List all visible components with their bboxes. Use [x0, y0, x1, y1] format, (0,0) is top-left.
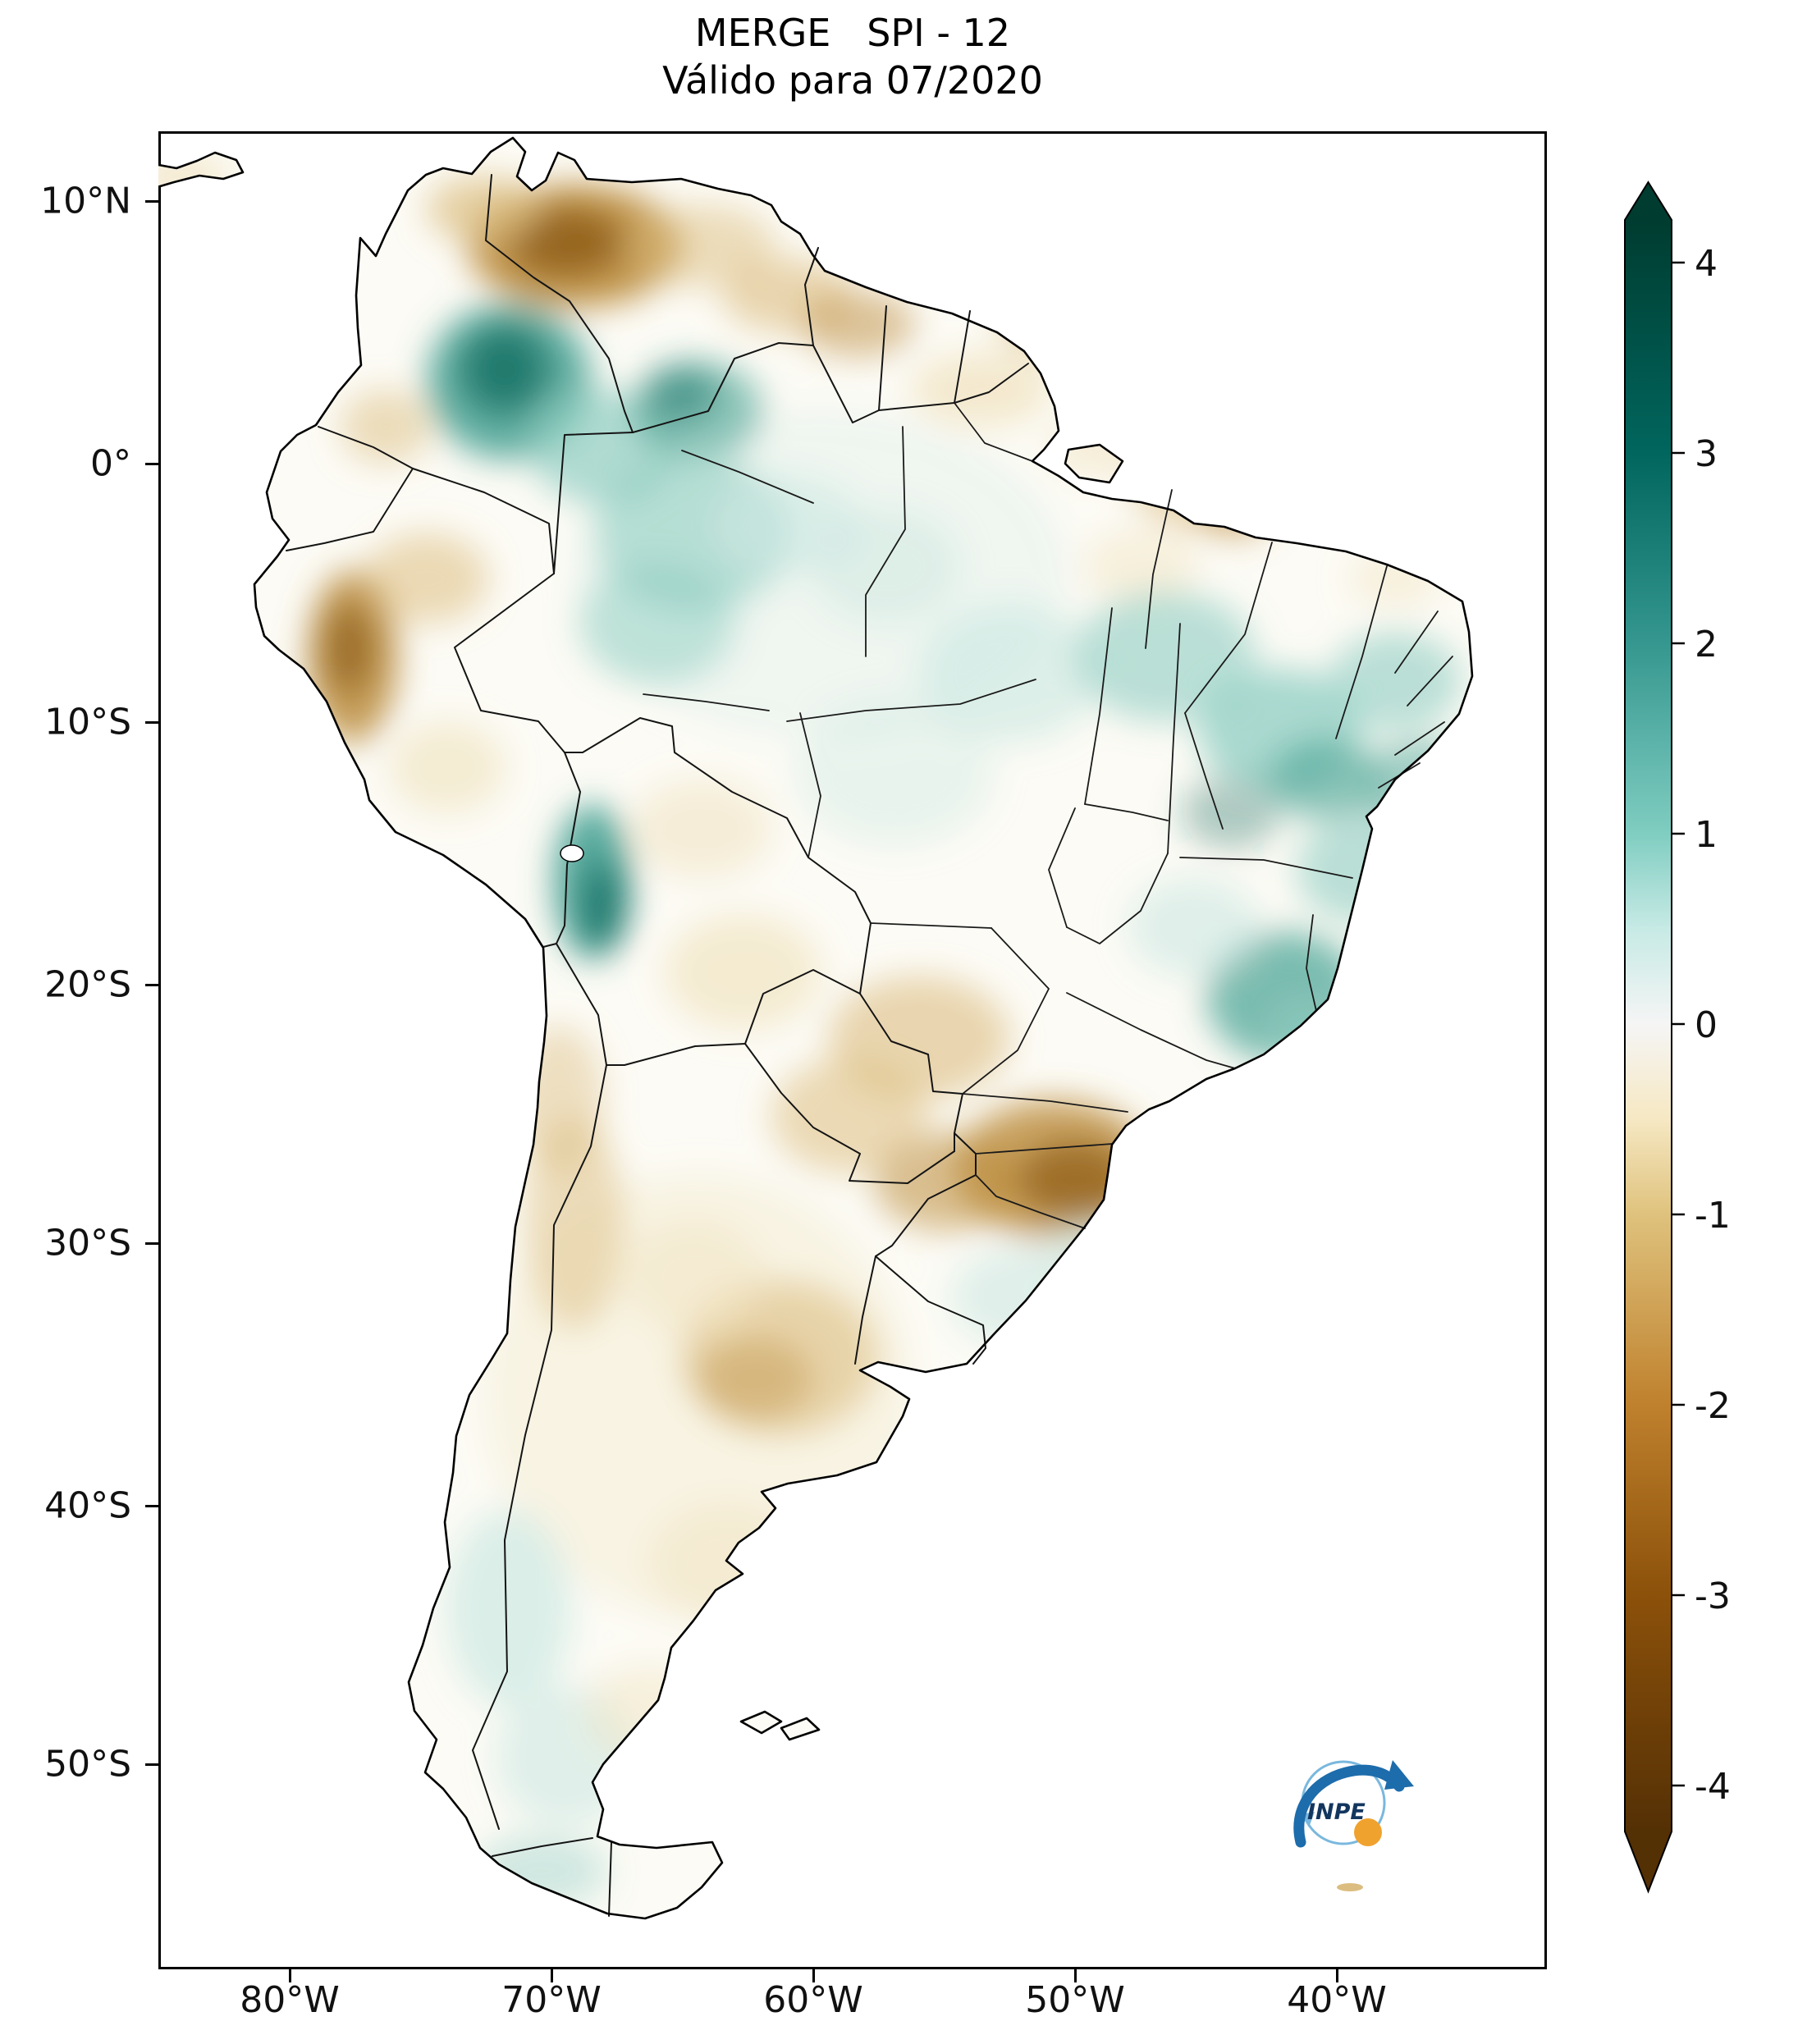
colorbar-tick-label: 2 [1695, 624, 1718, 665]
colorbar-tick-label: -4 [1695, 1766, 1731, 1808]
y-tick-label: 40°S [44, 1484, 131, 1527]
logo-swoosh-arrow-icon [1293, 1764, 1405, 1848]
y-tickmark [145, 1505, 158, 1507]
y-tick-label: 0° [90, 442, 131, 485]
colorbar-tick-label: 1 [1695, 814, 1718, 856]
y-tickmark [145, 1763, 158, 1766]
logo-arrowhead-icon [1384, 1760, 1414, 1790]
colorbar-tick-label: -2 [1695, 1385, 1731, 1427]
colorbar-tick-label: 0 [1695, 1004, 1718, 1046]
x-tickmark [1074, 1969, 1077, 1982]
x-tick-label: 50°W [1025, 1979, 1125, 2021]
x-tick-label: 40°W [1287, 1979, 1387, 2021]
logo-text: INPE [1307, 1799, 1366, 1825]
map-south-america [158, 136, 1474, 1920]
coastline [158, 136, 1474, 1920]
x-tickmark [551, 1969, 553, 1982]
y-tick-label: 30°S [44, 1222, 131, 1264]
x-tickmark [1336, 1969, 1338, 1982]
chart-subtitle: Válido para 07/2020 [662, 58, 1043, 103]
colorbar-tick-label: -1 [1695, 1195, 1731, 1237]
y-tick-label: 10°S [44, 701, 131, 743]
y-tickmark [145, 984, 158, 986]
small-island-speck [1337, 1883, 1363, 1891]
colorbar-tick-label: 4 [1695, 243, 1718, 285]
x-tick-label: 60°W [763, 1979, 863, 2021]
colorbar-tickmarks [1672, 261, 1685, 1787]
country-borders [286, 174, 1029, 1917]
x-tick-label: 80°W [240, 1979, 340, 2021]
y-tickmark [145, 200, 158, 203]
logo-orange-sphere-icon [1354, 1818, 1382, 1846]
x-tickmark [289, 1969, 291, 1982]
chart-title: MERGE SPI - 12 [694, 11, 1011, 55]
y-tick-label: 50°S [44, 1743, 131, 1786]
y-tickmark [145, 463, 158, 465]
x-tick-label: 70°W [501, 1979, 602, 2021]
colorbar-tick-label: 3 [1695, 433, 1718, 475]
y-tick-label: 10°N [40, 180, 131, 222]
colorbar: 4 3 2 1 0 -1 -2 -3 -4 [1624, 181, 1731, 1894]
colorbar-tick-label: -3 [1695, 1575, 1731, 1617]
y-tickmark [145, 721, 158, 724]
state-borders [643, 402, 1453, 1229]
colorbar-tick-labels: 4 3 2 1 0 -1 -2 -3 -4 [1695, 243, 1731, 1808]
colorbar-bar [1624, 181, 1672, 1894]
y-tickmark [145, 1242, 158, 1245]
x-tickmark [812, 1969, 815, 1982]
inpe-logo: INPE [1293, 1760, 1414, 1848]
lake-titicaca [560, 844, 584, 862]
y-tick-label: 20°S [44, 963, 131, 1006]
